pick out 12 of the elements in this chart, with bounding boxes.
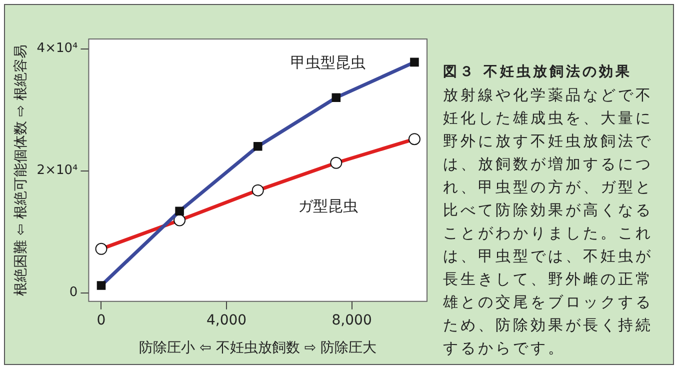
text: 放射線や化学薬品などで不妊化した雄成虫を、大量に野外に放す不妊虫放飼法では、放飼数が増加するにつれ、甲虫型の方が、ガ型と比べて防除効果が高くなることがわかりました。これは、甲虫型では、不妊虫が長生きして、野外雌の正常雄との交尾をブロックするため、防除効果が長く持続するからです。: [443, 86, 653, 357]
x-axis-title: 防除圧小 ⇦ 不妊虫放飼数 ⇨ 防除圧大: [139, 340, 376, 356]
text: 図３ 不妊虫放飼法の効果: [443, 63, 633, 82]
y-tick-label: 0: [69, 285, 78, 300]
y-tick-label: 4×10⁴: [36, 41, 78, 56]
y-tick-label: 2×10⁴: [36, 163, 78, 178]
x-tick-label: 4,000: [206, 312, 247, 328]
series-label: ガ型昆虫: [298, 196, 358, 215]
y-axis-title: 根絶困難 ⇦ 根絶可能個体数 ⇨ 根絶容易: [13, 44, 30, 296]
series-label: 甲虫型昆虫: [290, 54, 366, 72]
x-tick-label: 0: [96, 312, 106, 328]
x-tick-label: 8,000: [332, 312, 372, 328]
